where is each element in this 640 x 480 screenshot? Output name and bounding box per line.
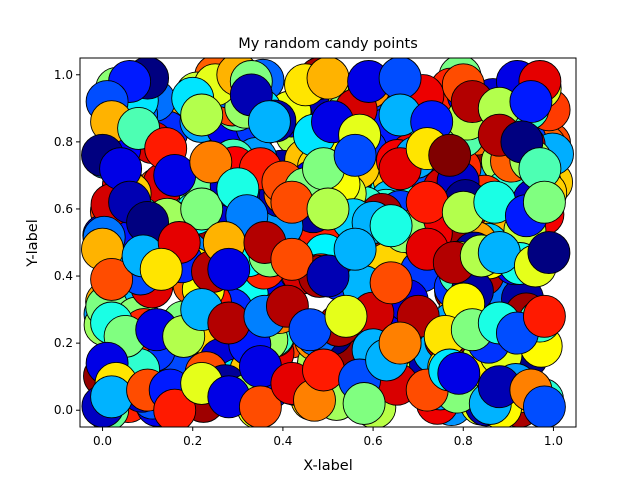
scatter-point [527,231,571,275]
y-axis: 0.0 0.2 0.4 0.6 0.8 1.0 [54,68,80,417]
scatter-point [247,100,291,144]
scatter-point [522,180,566,224]
scatter-point [306,254,350,298]
scatter-point [306,58,350,100]
scatter-point [369,261,413,305]
x-axis-label: X-label [303,458,353,474]
x-tick-label: 0.4 [273,434,292,448]
scatter-point [437,351,481,395]
scatter-point [378,321,422,365]
scatter-point [270,237,314,281]
scatter-point [369,204,413,248]
scatter-point [333,227,377,271]
x-tick-label: 0.2 [183,434,202,448]
x-tick-label: 0.0 [93,434,112,448]
scatter-point [378,58,422,100]
scatter-point [139,247,183,291]
scatter-point [428,133,472,177]
chart-title: My random candy points [238,36,418,52]
y-tick-label: 0.0 [54,403,73,417]
scatter-points [81,58,574,427]
scatter-point [509,80,553,124]
scatter-point [207,247,251,291]
scatter-point [522,294,566,338]
scatter-point [302,348,345,392]
scatter-point [180,93,224,137]
scatter-point [153,388,197,427]
scatter-point [324,294,368,338]
x-tick-label: 1.0 [544,434,563,448]
x-tick-label: 0.6 [364,434,383,448]
scatter-point [90,257,134,301]
scatter-point [306,187,350,231]
y-tick-label: 0.6 [54,202,73,216]
y-axis-label: Y-label [25,219,41,267]
scatter-point [189,140,233,184]
y-tick-label: 0.4 [54,269,73,283]
y-tick-label: 0.8 [54,135,73,149]
scatter-point [522,385,566,427]
x-tick-label: 0.8 [454,434,473,448]
plot-frame [79,57,577,428]
scatter-point [405,180,449,224]
scatter-point [180,187,224,231]
x-axis: 0.0 0.2 0.4 0.6 0.8 1.0 [93,427,563,448]
scatter-point [238,385,282,427]
scatter-point [90,375,134,419]
scatter-point [342,382,386,425]
y-tick-label: 1.0 [54,68,73,82]
scatter-point [207,301,251,345]
y-tick-label: 0.2 [54,336,73,350]
scatter-point [270,180,314,224]
scatter-point [333,133,377,177]
